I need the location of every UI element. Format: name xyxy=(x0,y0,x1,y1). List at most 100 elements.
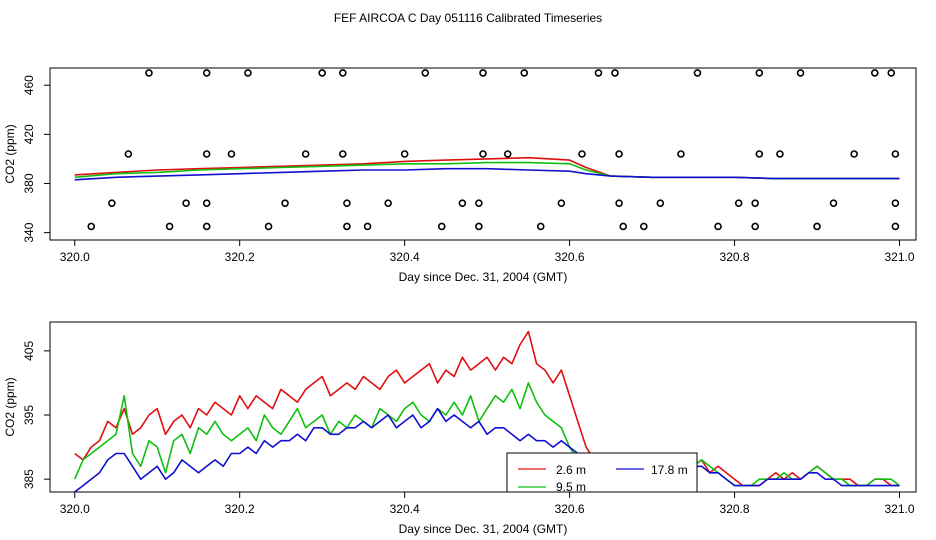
calibration-point xyxy=(202,150,211,158)
bottom-x-tick-label: 320.6 xyxy=(555,502,585,516)
bottom-y-axis-label: CO2 (ppm) xyxy=(3,377,17,436)
calibration-point xyxy=(557,199,566,207)
calibration-point xyxy=(182,199,190,207)
calibration-point xyxy=(479,150,487,158)
legend-label-17-8m: 17.8 m xyxy=(651,463,688,477)
legend-label-2-6m: 2.6 m xyxy=(556,463,586,477)
calibration-point xyxy=(343,222,351,231)
calibration-point xyxy=(281,199,289,207)
top-x-tick-label: 320.4 xyxy=(390,250,420,264)
calibration-point xyxy=(796,69,805,77)
calibration-point xyxy=(755,150,764,158)
top-panel: 320.0 320.2 320.4 320.6 320.8 321.0 340 380 420… xyxy=(3,67,917,284)
calibration-point xyxy=(891,150,900,158)
calibration-point xyxy=(301,150,310,158)
calibration-point xyxy=(145,69,153,77)
calibration-point xyxy=(343,199,351,207)
calibration-point xyxy=(755,69,764,77)
top-calibration-points xyxy=(87,69,900,231)
legend-label-9-5m: 9.5 m xyxy=(556,480,586,494)
calibration-point xyxy=(594,69,603,77)
calibration-point xyxy=(850,150,858,158)
top-x-tick-label: 321.0 xyxy=(884,250,914,264)
bottom-series-group xyxy=(73,330,900,493)
calibration-point xyxy=(813,222,821,231)
top-y-axis: 340 380 420 460 xyxy=(22,75,50,243)
top-x-axis-label: Day since Dec. 31, 2004 (GMT) xyxy=(399,270,568,284)
bottom-x-axis: 320.0 320.2 320.4 320.6 320.8 321.0 xyxy=(60,492,915,516)
calibration-point xyxy=(520,69,529,77)
calibration-point xyxy=(384,199,392,207)
calibration-point xyxy=(363,222,372,231)
calibration-point xyxy=(202,222,211,231)
top-y-tick-label: 460 xyxy=(22,75,36,95)
calibration-point xyxy=(751,199,759,207)
top-x-tick-label: 320.2 xyxy=(225,250,255,264)
bottom-y-tick-label: 395 xyxy=(22,405,36,425)
bottom-y-tick-label: 385 xyxy=(22,469,36,489)
calibration-point xyxy=(400,150,409,158)
bottom-panel: 320.0 320.2 320.4 320.6 320.8 321.0 385 395 405… xyxy=(3,321,917,536)
top-series-9-5-m xyxy=(74,161,900,180)
bottom-y-tick-label: 405 xyxy=(22,341,36,361)
top-x-tick-label: 320.6 xyxy=(555,250,585,264)
calibration-point xyxy=(202,199,211,207)
bottom-series-9-5-m xyxy=(73,382,900,487)
calibration-point xyxy=(503,150,512,158)
calibration-point xyxy=(87,222,96,231)
calibration-point xyxy=(165,222,174,231)
calibration-point xyxy=(619,222,628,231)
top-y-axis-label: CO2 (ppm) xyxy=(3,124,17,183)
bottom-plot-frame xyxy=(49,321,917,493)
legend-box xyxy=(506,452,698,493)
top-y-tick-label: 380 xyxy=(22,173,36,193)
calibration-point xyxy=(458,199,467,207)
top-y-tick-label: 420 xyxy=(22,124,36,144)
bottom-x-tick-label: 320.4 xyxy=(390,502,420,516)
bottom-x-tick-label: 321.0 xyxy=(884,502,914,516)
calibration-point xyxy=(751,222,759,231)
top-series-17-8-m xyxy=(74,167,900,181)
calibration-point xyxy=(887,69,896,77)
calibration-point xyxy=(578,150,586,158)
bottom-series-17-8-m xyxy=(74,407,900,493)
calibration-point xyxy=(318,69,326,77)
bottom-x-tick-label: 320.2 xyxy=(225,502,255,516)
calibration-point xyxy=(227,150,236,158)
calibration-point xyxy=(714,222,722,231)
calibration-point xyxy=(734,199,743,207)
top-plot-frame xyxy=(49,67,917,241)
calibration-point xyxy=(421,69,430,77)
calibration-point xyxy=(615,199,623,207)
calibration-point xyxy=(338,69,347,77)
top-series-group xyxy=(74,156,900,181)
calibration-point xyxy=(124,150,133,158)
calibration-point xyxy=(891,222,900,231)
calibration-point xyxy=(615,150,623,158)
calibration-point xyxy=(338,150,347,158)
calibration-point xyxy=(611,69,619,77)
calibration-point xyxy=(479,69,487,77)
top-x-tick-label: 320.8 xyxy=(720,250,750,264)
calibration-point xyxy=(437,222,446,231)
calibration-point xyxy=(677,150,685,158)
top-x-axis: 320.0 320.2 320.4 320.6 320.8 321.0 xyxy=(60,240,915,264)
top-y-tick-label: 340 xyxy=(22,222,36,242)
bottom-y-axis: 385 395 405 xyxy=(22,341,50,489)
calibration-point xyxy=(244,69,252,77)
calibration-point xyxy=(891,199,900,207)
bottom-x-tick-label: 320.0 xyxy=(60,502,90,516)
calibration-point xyxy=(202,69,211,77)
calibration-point xyxy=(829,199,838,207)
calibration-point xyxy=(656,199,665,207)
calibration-point xyxy=(264,222,273,231)
calibration-point xyxy=(776,150,784,158)
bottom-x-axis-label: Day since Dec. 31, 2004 (GMT) xyxy=(399,522,568,536)
top-x-tick-label: 320.0 xyxy=(60,250,90,264)
calibration-point xyxy=(108,199,116,207)
calibration-point xyxy=(870,69,879,77)
calibration-point xyxy=(640,222,648,231)
legend: 2.6 m 17.8 m 9.5 m xyxy=(506,452,698,494)
calibration-point xyxy=(693,69,702,77)
